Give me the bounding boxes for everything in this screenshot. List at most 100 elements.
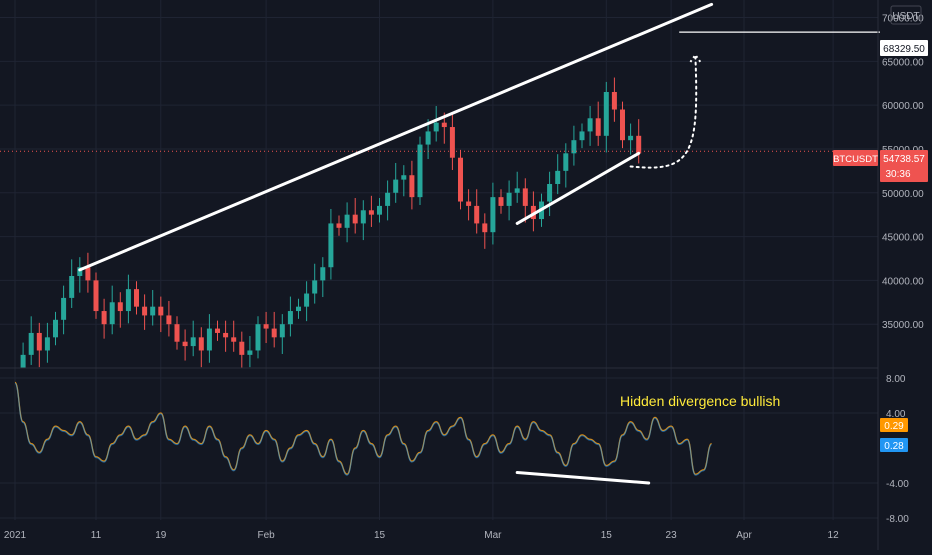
candle-body	[344, 214, 350, 228]
time-tick-label: 12	[828, 530, 840, 541]
oscillator	[14, 381, 713, 485]
candle-body	[547, 184, 553, 202]
candle-body	[336, 223, 342, 228]
lower-support-trendline	[515, 151, 641, 225]
candle-body	[150, 306, 156, 316]
candle-body	[231, 337, 237, 342]
currency-label[interactable]: USDT	[890, 5, 922, 25]
time-tick-label: Mar	[484, 530, 502, 541]
time-tick-label: 19	[155, 530, 167, 541]
time-tick-label: 15	[601, 530, 613, 541]
candle-body	[385, 192, 391, 206]
candle-body	[158, 306, 164, 316]
candle-body	[20, 354, 26, 368]
last-price-badge: 54738.57 30:36	[880, 150, 928, 182]
candle-body	[417, 144, 423, 198]
price-tick-label: 65000.00	[882, 57, 924, 68]
candle-body	[482, 223, 488, 233]
candle-body	[287, 311, 293, 325]
candle-body	[433, 122, 439, 132]
target-price-text: 68329.50	[883, 44, 925, 55]
candle-body	[93, 280, 99, 312]
time-tick-label: 15	[374, 530, 386, 541]
symbol-badge: BTCUSDT	[833, 150, 878, 166]
candle-body	[522, 188, 528, 206]
candle-body	[360, 210, 366, 224]
time-tick-label: 2021	[4, 530, 27, 541]
time-tick-label: 23	[666, 530, 678, 541]
candle-body	[474, 205, 480, 224]
candle-body	[490, 197, 496, 233]
candle-body	[101, 311, 107, 325]
currency-text: USDT	[892, 11, 919, 22]
candle-body	[263, 324, 269, 329]
candle-body	[44, 337, 50, 351]
candle-body	[409, 175, 415, 198]
candle-body	[587, 118, 593, 132]
candle-body	[458, 157, 463, 202]
projection-path	[629, 55, 698, 169]
candle-body	[401, 175, 407, 180]
osc-badge-2: 0.28	[880, 438, 908, 452]
price-tick-label: 70000.00	[882, 14, 924, 25]
divergence-annotation: Hidden divergence bullish	[620, 393, 780, 409]
candle-body	[296, 306, 301, 312]
time-tick-label: Feb	[257, 530, 275, 541]
price-tick-label: 45000.00	[882, 233, 924, 244]
grid	[0, 0, 878, 520]
osc-series-line	[14, 382, 713, 476]
candle-body	[393, 179, 399, 193]
price-tick-label: 40000.00	[882, 276, 924, 287]
candle-body	[247, 350, 253, 355]
candle-body	[61, 297, 67, 320]
candle-body	[514, 188, 520, 193]
candle-body	[109, 302, 115, 325]
candle-body	[223, 332, 229, 338]
candle-body	[28, 332, 34, 355]
candle-body	[449, 127, 455, 158]
osc-tick-label: -4.00	[886, 479, 909, 490]
candle-body	[125, 289, 131, 312]
time-tick-label: Apr	[736, 530, 752, 541]
osc-tick-label: 8.00	[886, 374, 906, 385]
price-tick-label: 50000.00	[882, 189, 924, 200]
price-tick-label: 60000.00	[882, 101, 924, 112]
candle-body	[579, 131, 585, 141]
target-price-badge: 68329.50	[880, 40, 928, 56]
candle-body	[620, 109, 625, 141]
candle-body	[134, 289, 139, 307]
candle-body	[563, 153, 569, 171]
candle-body	[425, 131, 431, 145]
candle-body	[53, 319, 58, 338]
candle-body	[603, 92, 609, 136]
candle-body	[142, 306, 148, 316]
price-overlays	[0, 2, 880, 272]
candle-body	[320, 267, 326, 281]
osc-tick-label: -8.00	[886, 514, 909, 525]
upper-resistance-trendline	[78, 2, 714, 272]
candle-body	[441, 122, 447, 128]
candle-body	[352, 214, 358, 224]
candle-body	[77, 267, 83, 276]
osc-value-2: 0.28	[884, 441, 904, 452]
candle-body	[377, 205, 382, 215]
osc-badge-1: 0.29	[880, 418, 908, 432]
candle-body	[215, 328, 220, 333]
candle-body	[166, 315, 172, 325]
candle-body	[271, 328, 277, 338]
candle-body	[312, 280, 318, 294]
candle-body	[69, 276, 75, 298]
candle-body	[571, 140, 577, 154]
candle-body	[636, 135, 642, 154]
candle-body	[555, 170, 561, 184]
candle-body	[506, 192, 512, 206]
last-price-text: 54738.57	[883, 154, 925, 165]
osc-tick-label: 4.00	[886, 409, 906, 420]
candle-body	[239, 341, 245, 355]
candle-body	[595, 118, 601, 136]
candle-body	[190, 337, 196, 347]
candle-body	[182, 341, 188, 347]
candle-body	[611, 92, 617, 110]
